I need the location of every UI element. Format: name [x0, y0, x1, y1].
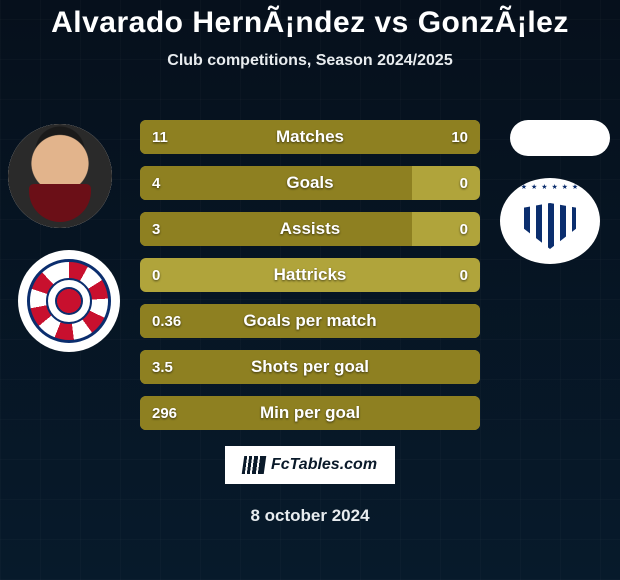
stat-label: Min per goal — [140, 396, 480, 430]
stat-value-left: 3.5 — [140, 350, 185, 384]
fctables-bars-icon — [242, 456, 267, 474]
club1-crest — [18, 250, 120, 352]
stat-value-right: 0 — [448, 166, 480, 200]
stat-row: Shots per goal3.5 — [140, 350, 480, 384]
stat-row: Matches11 10 — [140, 120, 480, 154]
stat-label: Hattricks — [140, 258, 480, 292]
subtitle: Club competitions, Season 2024/2025 — [0, 52, 620, 70]
stat-label: Shots per goal — [140, 350, 480, 384]
footer-logo-text: FcTables.com — [271, 456, 377, 474]
stat-value-left: 0 — [140, 258, 172, 292]
chivas-crest-icon — [27, 259, 111, 343]
player2-avatar — [510, 120, 610, 156]
page-title: Alvarado HernÃ¡ndez vs GonzÃ¡lez — [0, 6, 620, 40]
stat-label: Goals — [140, 166, 480, 200]
stat-value-right — [456, 350, 480, 384]
stat-value-left: 4 — [140, 166, 172, 200]
stat-row: Assists3 0 — [140, 212, 480, 246]
stat-value-right: 10 — [439, 120, 480, 154]
stat-row: Goals4 0 — [140, 166, 480, 200]
stat-row: Hattricks0 0 — [140, 258, 480, 292]
stat-value-right — [456, 396, 480, 430]
stat-value-left: 3 — [140, 212, 172, 246]
footer-date: 8 october 2024 — [0, 506, 620, 526]
stat-value-right — [456, 304, 480, 338]
player1-face-icon — [8, 124, 112, 228]
stat-row: Goals per match0.36 — [140, 304, 480, 338]
stat-row: Min per goal296 — [140, 396, 480, 430]
stat-value-left: 0.36 — [140, 304, 193, 338]
footer-logo: FcTables.com — [225, 446, 395, 484]
player1-avatar — [8, 124, 112, 228]
stat-value-left: 296 — [140, 396, 189, 430]
stat-value-right: 0 — [448, 212, 480, 246]
stat-label: Matches — [140, 120, 480, 154]
stat-label: Assists — [140, 212, 480, 246]
pachuca-crest-icon: ★ ★ ★ ★ ★ ★ — [514, 185, 586, 257]
stats-table: Matches1110Goals40Assists30Hattricks00Go… — [140, 120, 480, 442]
stat-value-right: 0 — [448, 258, 480, 292]
club2-crest: ★ ★ ★ ★ ★ ★ — [500, 178, 600, 264]
stat-value-left: 11 — [140, 120, 180, 154]
